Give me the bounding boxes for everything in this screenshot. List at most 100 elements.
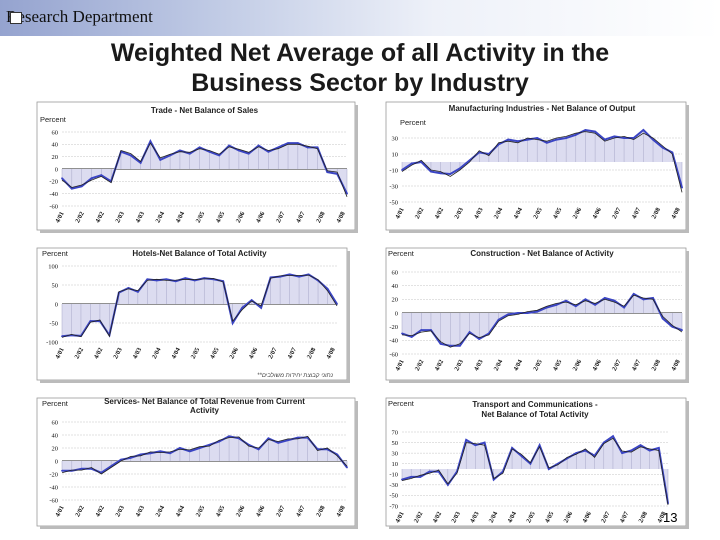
data-point: [671, 151, 674, 154]
x-tick-label: 4/04: [512, 206, 524, 220]
data-point: [603, 297, 606, 299]
data-point: [208, 150, 211, 153]
data-point: [449, 173, 452, 175]
x-tick-label: 2/04: [155, 210, 167, 224]
y-axis-unit: Percent: [42, 399, 69, 408]
y-tick-label: -30: [389, 183, 398, 190]
series-line-2: [61, 142, 348, 197]
data-point: [516, 312, 519, 314]
data-point: [529, 462, 532, 465]
data-point: [287, 439, 289, 442]
y-tick-label: -50: [49, 320, 58, 327]
x-tick-label: 2/07: [267, 346, 279, 360]
x-tick-label: 2/05: [195, 210, 207, 224]
chart-panel-4: Construction - Net Balance of Activity Pe…: [385, 247, 689, 383]
x-tick-label: 4/02: [94, 505, 106, 518]
x-tick-label: 2/02: [74, 211, 86, 224]
data-point: [661, 146, 664, 149]
data-point: [61, 335, 63, 338]
data-point: [277, 146, 280, 149]
data-point: [139, 161, 142, 164]
x-tick-label: 4/06: [248, 346, 260, 360]
chart-shadow: [40, 526, 358, 529]
area-fill: [402, 130, 682, 188]
x-tick-label: 2/07: [275, 504, 287, 518]
data-point: [630, 449, 633, 452]
x-tick-label: 2/08: [650, 358, 662, 372]
data-point: [584, 449, 587, 452]
x-tick-label: 4/01: [54, 347, 66, 360]
x-tick-label: 4/07: [295, 210, 307, 224]
x-tick-label: 4/01: [394, 359, 406, 372]
y-tick-label: 70: [392, 429, 399, 436]
data-point: [346, 466, 348, 469]
area-fill: [62, 436, 347, 473]
x-tick-label: 4/05: [544, 510, 556, 524]
y-tick-label: 50: [392, 440, 399, 447]
data-point: [613, 135, 616, 138]
series-line-2: [401, 131, 683, 193]
data-point: [61, 177, 63, 180]
y-tick-label: 20: [52, 445, 59, 452]
data-point: [298, 275, 300, 278]
x-tick-label: 2/02: [74, 505, 86, 518]
data-point: [410, 162, 413, 165]
y-tick-label: -50: [389, 199, 398, 206]
x-tick-label: 4/02: [432, 511, 444, 524]
data-point: [681, 186, 683, 189]
data-point: [632, 292, 635, 295]
chart-title: Services- Net Balance of Total Revenue f…: [104, 397, 305, 406]
chart-title: Construction - Net Balance of Activity: [470, 249, 614, 258]
y-tick-label: -40: [389, 338, 398, 345]
x-tick-label: 4/08: [335, 504, 347, 518]
data-point: [296, 436, 299, 439]
data-point: [603, 138, 606, 141]
y-axis-unit: Percent: [388, 399, 415, 408]
data-point: [623, 137, 625, 139]
chart-title: Manufacturing Industries - Net Balance o…: [449, 104, 636, 113]
data-point: [174, 280, 177, 283]
data-point: [547, 468, 550, 470]
data-point: [326, 171, 329, 173]
data-point: [179, 447, 181, 449]
x-tick-label: 2/02: [414, 207, 426, 220]
data-point: [326, 287, 329, 290]
data-point: [410, 336, 413, 338]
x-tick-label: 2/07: [600, 510, 612, 524]
data-point: [478, 151, 481, 154]
y-axis-unit: Percent: [42, 249, 69, 258]
chart-panel-1: Trade - Net Balance of Sales Percent -60 -4…: [36, 101, 358, 233]
chart-shadow: [355, 401, 358, 529]
area-fill: [402, 436, 668, 504]
data-point: [497, 318, 500, 321]
y-tick-label: 60: [52, 419, 59, 426]
y-tick-label: 50: [52, 282, 59, 289]
x-tick-label: 4/05: [215, 504, 227, 518]
y-tick-label: 0: [395, 310, 398, 317]
data-point: [146, 278, 149, 281]
data-point: [420, 161, 423, 163]
x-tick-label: 2/05: [525, 510, 537, 524]
x-tick-label: 4/06: [591, 206, 603, 220]
series-line-2: [61, 274, 338, 338]
x-tick-label: 2/03: [112, 346, 124, 360]
data-point: [661, 317, 664, 320]
data-point: [652, 297, 654, 299]
x-tick-label: 2/04: [151, 346, 163, 360]
data-point: [241, 306, 244, 309]
x-tick-label: 2/07: [611, 206, 623, 220]
x-tick-label: 2/08: [306, 346, 318, 360]
data-point: [555, 303, 558, 306]
data-point: [483, 441, 486, 444]
chart-shadow: [686, 105, 689, 233]
data-point: [459, 344, 461, 347]
data-point: [565, 299, 568, 302]
data-point: [526, 138, 529, 141]
chart-title: Transport and Communications -: [472, 400, 598, 409]
data-point: [439, 172, 442, 175]
x-tick-label: 2/05: [190, 346, 202, 360]
y-tick-label: 20: [392, 297, 399, 304]
data-point: [149, 452, 152, 455]
data-point: [89, 320, 92, 322]
